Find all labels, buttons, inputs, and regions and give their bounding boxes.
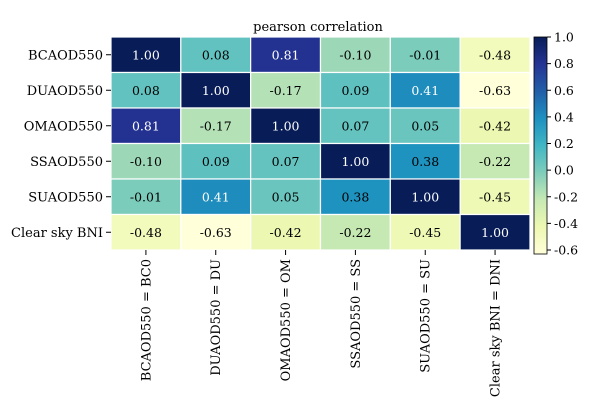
chart-title: pearson correlation — [253, 20, 383, 35]
heatmap-cell — [180, 71, 252, 109]
heatmap-cell — [180, 107, 252, 145]
heatmap-cell — [459, 213, 531, 251]
heatmap-cell — [110, 142, 182, 180]
cell-value-label: 1.00 — [132, 47, 160, 62]
cell-value-label: -0.17 — [270, 83, 302, 98]
column-label: DUAOD550 = DU — [209, 259, 224, 376]
column-label: OMAOD550 = OM — [279, 259, 294, 381]
cell-value-label: -0.22 — [339, 225, 371, 240]
colorbar-tick-label: -0.6 — [554, 243, 578, 258]
heatmap-cells: 1.00 0.08 0.81 -0.10 -0.01 -0.48 0.08 1.00 -0.17… — [110, 36, 531, 251]
heatmap-cell — [319, 107, 391, 145]
colorbar-tick-label: -0.2 — [554, 189, 578, 204]
cell-value-label: -0.10 — [130, 154, 162, 169]
colorbar-tick-label: 0.6 — [554, 83, 574, 98]
row-label: SUAOD550 — [28, 190, 103, 205]
row-label: DUAOD550 — [27, 84, 103, 99]
heatmap-cell — [389, 142, 461, 180]
cell-value-label: 1.00 — [411, 189, 439, 204]
heatmap-cell — [459, 107, 531, 145]
cell-value-label: -0.63 — [479, 83, 511, 98]
cell-value-label: 0.05 — [411, 118, 439, 133]
row-label: Clear sky BNI — [11, 226, 103, 241]
cell-value-label: -0.10 — [339, 47, 371, 62]
heatmap-cell — [389, 107, 461, 145]
row-label: BCAOD550 — [28, 48, 103, 63]
column-labels: BCAOD550 = BC0 DUAOD550 = DU OMAOD550 = OM… — [139, 250, 504, 397]
cell-value-label: 0.09 — [341, 83, 369, 98]
column-label: Clear sky BNI = DNI — [489, 259, 504, 397]
cell-value-label: -0.48 — [130, 225, 162, 240]
heatmap-cell — [180, 36, 252, 74]
cell-value-label: -0.45 — [479, 189, 511, 204]
cell-value-label: 0.41 — [202, 189, 230, 204]
heatmap-cell — [319, 142, 391, 180]
cell-value-label: 0.81 — [132, 118, 160, 133]
heatmap-cell — [180, 142, 252, 180]
cell-value-label: -0.42 — [479, 118, 511, 133]
colorbar-tick-label: 0.4 — [554, 109, 574, 124]
heatmap-cell — [319, 71, 391, 109]
heatmap-cell — [319, 178, 391, 216]
cell-value-label: 0.07 — [341, 118, 369, 133]
cell-value-label: 0.08 — [132, 83, 160, 98]
heatmap-cell — [110, 213, 182, 251]
colorbar-tick-label: 0.8 — [554, 56, 574, 71]
cell-value-label: 0.38 — [411, 154, 439, 169]
cell-value-label: 1.00 — [481, 225, 509, 240]
heatmap-cell — [459, 178, 531, 216]
cell-value-label: 0.81 — [272, 47, 300, 62]
colorbar: 1.0 0.8 0.6 0.4 0.2 0.0 -0.2 -0.4 -0.6 — [533, 30, 578, 258]
row-label: OMAOD550 — [24, 119, 103, 134]
cell-value-label: -0.22 — [479, 154, 511, 169]
cell-value-label: 1.00 — [341, 154, 369, 169]
cell-value-label: -0.42 — [270, 225, 302, 240]
cell-value-label: 0.09 — [202, 154, 230, 169]
cell-value-label: -0.45 — [409, 225, 441, 240]
cell-value-label: 1.00 — [202, 83, 230, 98]
column-label: BCAOD550 = BC0 — [139, 259, 154, 381]
cell-value-label: 0.38 — [341, 189, 369, 204]
cell-value-label: 1.00 — [272, 118, 300, 133]
cell-value-label: 0.05 — [272, 189, 300, 204]
cell-value-label: -0.01 — [409, 47, 441, 62]
cell-value-label: 0.07 — [272, 154, 300, 169]
cell-value-label: -0.48 — [479, 47, 511, 62]
colorbar-tick-label: 0.2 — [554, 136, 574, 151]
cell-value-label: -0.17 — [200, 118, 232, 133]
heatmap-cell — [459, 36, 531, 74]
cell-value-label: -0.01 — [130, 189, 162, 204]
colorbar-gradient — [533, 36, 548, 255]
row-label: SSAOD550 — [30, 155, 103, 170]
colorbar-tick-label: -0.4 — [554, 216, 578, 231]
colorbar-tick-label: 0.0 — [554, 163, 574, 178]
heatmap-cell — [459, 142, 531, 180]
cell-value-label: -0.63 — [200, 225, 232, 240]
heatmap-cell — [250, 142, 322, 180]
cell-value-label: 0.41 — [411, 83, 439, 98]
heatmap-cell — [389, 178, 461, 216]
colorbar-tick-label: 1.0 — [554, 30, 574, 45]
column-label: SUAOD550 = SU — [419, 259, 434, 373]
row-labels: BCAOD550 DUAOD550 OMAOD550 SSAOD550 SUAOD550… — [11, 48, 111, 241]
heatmap-cell — [250, 178, 322, 216]
heatmap-cell — [459, 71, 531, 109]
cell-value-label: 0.08 — [202, 47, 230, 62]
column-label: SSAOD550 = SS — [349, 259, 364, 369]
